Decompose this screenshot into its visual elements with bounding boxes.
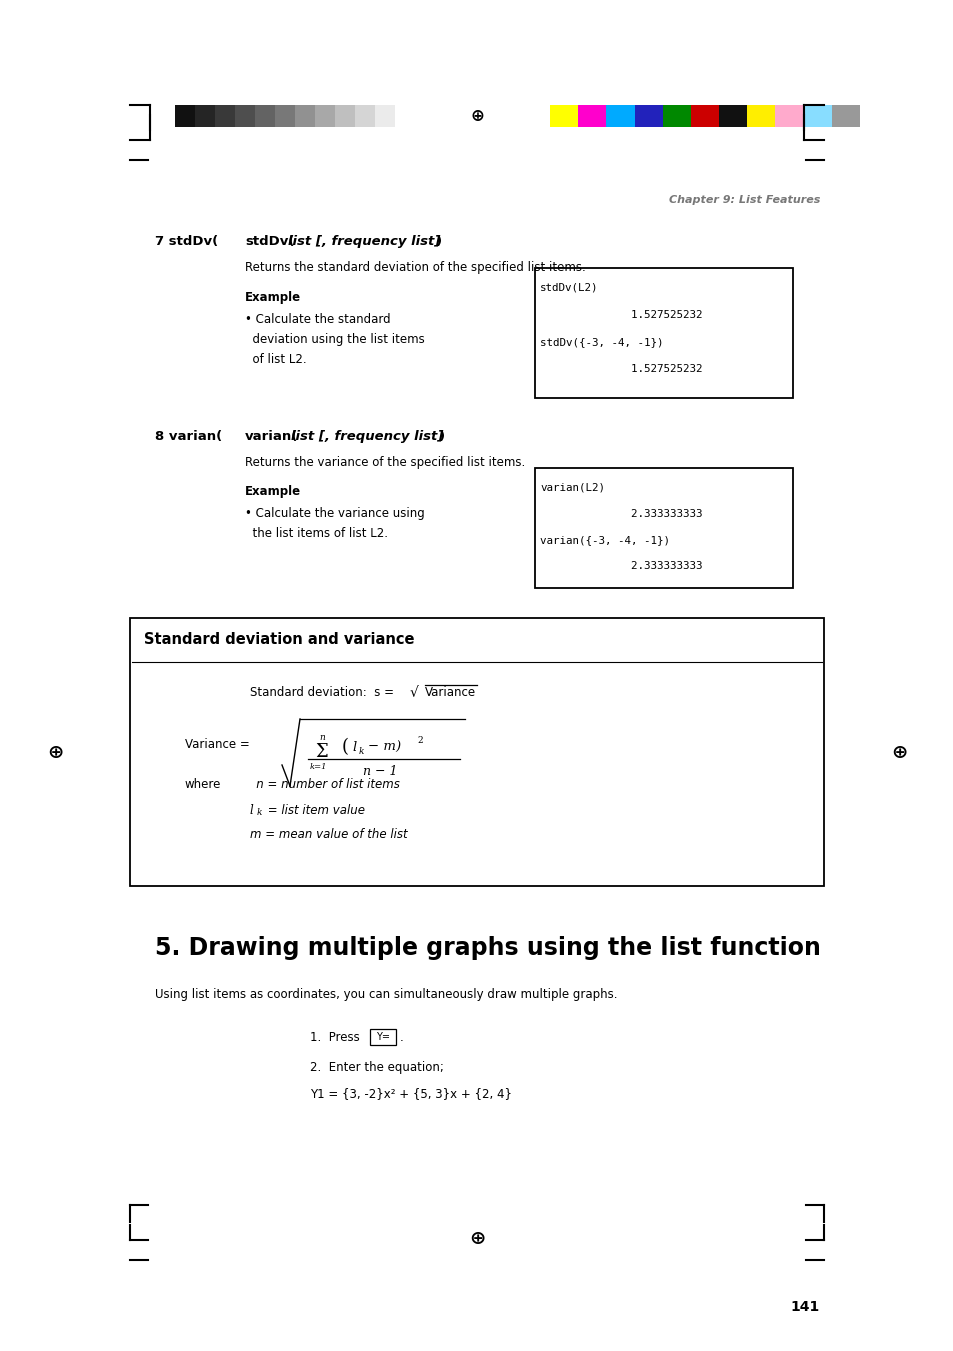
Text: stdDv({-3, -4, -1}): stdDv({-3, -4, -1}) bbox=[539, 336, 662, 347]
Text: Example: Example bbox=[245, 290, 301, 304]
Bar bbox=[831, 105, 859, 127]
Text: m = mean value of the list: m = mean value of the list bbox=[250, 828, 407, 842]
Bar bbox=[535, 267, 792, 399]
Text: ⊕: ⊕ bbox=[890, 743, 906, 762]
Text: ⊕: ⊕ bbox=[47, 743, 63, 762]
Bar bbox=[634, 105, 662, 127]
Text: n − 1: n − 1 bbox=[362, 765, 396, 778]
Text: − m): − m) bbox=[368, 740, 400, 754]
Text: Returns the variance of the specified list items.: Returns the variance of the specified li… bbox=[245, 457, 525, 469]
Text: the list items of list L2.: the list items of list L2. bbox=[245, 527, 388, 540]
Text: 1.  Press: 1. Press bbox=[310, 1031, 359, 1044]
Text: 1.527525232: 1.527525232 bbox=[539, 363, 701, 374]
Bar bbox=[746, 105, 775, 127]
Text: √: √ bbox=[410, 686, 418, 700]
Bar bbox=[606, 105, 634, 127]
Bar bbox=[370, 1029, 395, 1046]
Text: 5. Drawing multiple graphs using the list function: 5. Drawing multiple graphs using the lis… bbox=[154, 936, 820, 961]
Text: stdDv(L2): stdDv(L2) bbox=[539, 282, 598, 293]
Bar bbox=[802, 105, 831, 127]
Text: Variance =: Variance = bbox=[185, 738, 253, 751]
Bar bbox=[719, 105, 746, 127]
Text: • Calculate the variance using: • Calculate the variance using bbox=[245, 507, 424, 520]
Bar bbox=[254, 105, 274, 127]
Text: Y1 = {3, -2}x² + {5, 3}x + {2, 4}: Y1 = {3, -2}x² + {5, 3}x + {2, 4} bbox=[310, 1088, 512, 1100]
Text: k: k bbox=[256, 808, 262, 817]
Text: ): ) bbox=[438, 430, 445, 443]
Bar bbox=[274, 105, 294, 127]
Text: ⊕: ⊕ bbox=[468, 1228, 485, 1247]
Bar bbox=[234, 105, 254, 127]
Bar bbox=[174, 105, 194, 127]
Text: stdDv(: stdDv( bbox=[245, 235, 294, 249]
Text: Standard deviation and variance: Standard deviation and variance bbox=[144, 632, 414, 647]
Text: 7 stdDv(: 7 stdDv( bbox=[154, 235, 218, 249]
Text: 2: 2 bbox=[416, 736, 422, 744]
Text: Variance: Variance bbox=[424, 686, 476, 698]
Text: where: where bbox=[185, 778, 221, 790]
Bar bbox=[130, 617, 823, 886]
Bar bbox=[550, 105, 578, 127]
Text: n = number of list items: n = number of list items bbox=[245, 778, 399, 790]
Bar bbox=[194, 105, 214, 127]
Text: 2.333333333: 2.333333333 bbox=[539, 561, 701, 571]
Text: Y=: Y= bbox=[375, 1032, 390, 1042]
Bar bbox=[214, 105, 234, 127]
Bar bbox=[355, 105, 375, 127]
Text: varian(: varian( bbox=[245, 430, 298, 443]
Text: Example: Example bbox=[245, 485, 301, 499]
Text: varian(L2): varian(L2) bbox=[539, 484, 604, 493]
Text: l: l bbox=[250, 804, 253, 817]
Text: varian({-3, -4, -1}): varian({-3, -4, -1}) bbox=[539, 535, 669, 544]
Text: (: ( bbox=[341, 738, 349, 757]
Text: n: n bbox=[319, 734, 325, 742]
Text: 141: 141 bbox=[790, 1300, 820, 1315]
Text: 2.333333333: 2.333333333 bbox=[539, 509, 701, 519]
Text: ): ) bbox=[436, 235, 441, 249]
Bar bbox=[690, 105, 719, 127]
Text: 2.  Enter the equation;: 2. Enter the equation; bbox=[310, 1061, 443, 1074]
Text: l: l bbox=[352, 740, 355, 754]
Text: list [, frequency list]: list [, frequency list] bbox=[291, 430, 443, 443]
Text: k=1: k=1 bbox=[309, 763, 327, 771]
Text: Chapter 9: List Features: Chapter 9: List Features bbox=[668, 195, 820, 205]
Text: • Calculate the standard: • Calculate the standard bbox=[245, 313, 390, 326]
Text: of list L2.: of list L2. bbox=[245, 353, 306, 366]
Text: 1.527525232: 1.527525232 bbox=[539, 309, 701, 320]
Bar bbox=[775, 105, 802, 127]
Text: Returns the standard deviation of the specified list items.: Returns the standard deviation of the sp… bbox=[245, 261, 585, 274]
Text: Σ: Σ bbox=[315, 743, 328, 761]
Bar bbox=[578, 105, 606, 127]
Text: 8 varian(: 8 varian( bbox=[154, 430, 222, 443]
Text: .: . bbox=[399, 1031, 403, 1044]
Text: = list item value: = list item value bbox=[264, 804, 365, 817]
Bar bbox=[294, 105, 314, 127]
Text: list [, frequency list]: list [, frequency list] bbox=[288, 235, 440, 249]
Bar bbox=[375, 105, 395, 127]
Bar bbox=[395, 105, 415, 127]
Text: deviation using the list items: deviation using the list items bbox=[245, 332, 424, 346]
Text: Using list items as coordinates, you can simultaneously draw multiple graphs.: Using list items as coordinates, you can… bbox=[154, 988, 617, 1001]
Bar bbox=[662, 105, 690, 127]
Text: k: k bbox=[358, 747, 364, 757]
Bar bbox=[535, 467, 792, 588]
Text: Standard deviation:  s =: Standard deviation: s = bbox=[250, 686, 397, 698]
Bar bbox=[335, 105, 355, 127]
Bar bbox=[314, 105, 335, 127]
Text: ⊕: ⊕ bbox=[470, 107, 483, 126]
